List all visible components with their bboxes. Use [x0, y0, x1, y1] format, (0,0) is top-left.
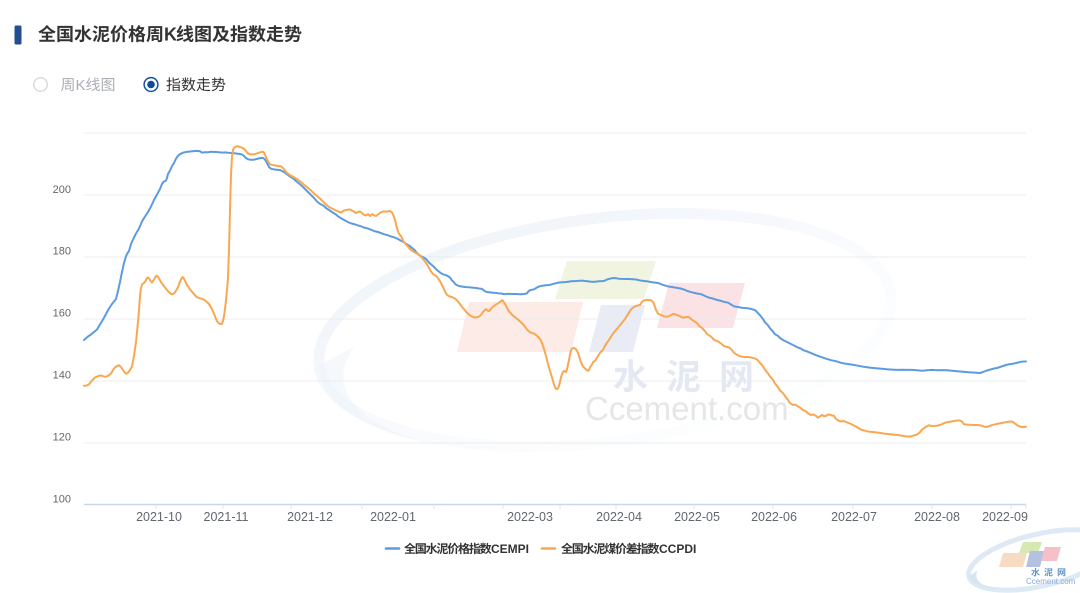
svg-text:2022-08: 2022-08	[914, 510, 960, 524]
svg-text:100: 100	[53, 494, 71, 506]
svg-text:2022-07: 2022-07	[831, 510, 877, 524]
svg-text:2022-09: 2022-09	[982, 510, 1028, 524]
svg-text:2021-12: 2021-12	[287, 510, 333, 524]
svg-text:200: 200	[53, 184, 71, 196]
svg-text:160: 160	[53, 308, 71, 320]
svg-text:2021-10: 2021-10	[136, 510, 182, 524]
svg-text:Ccement.com: Ccement.com	[1026, 577, 1076, 586]
svg-text:2022-03: 2022-03	[507, 510, 553, 524]
svg-text:CEMPI: CEMPI	[491, 542, 529, 556]
svg-text:Ccement.com: Ccement.com	[585, 390, 789, 427]
svg-text:2022-06: 2022-06	[751, 510, 797, 524]
svg-text:140: 140	[53, 370, 71, 382]
svg-text:K: K	[76, 77, 86, 94]
svg-text:120: 120	[53, 432, 71, 444]
svg-text:CCPDI: CCPDI	[659, 542, 696, 556]
svg-text:2022-05: 2022-05	[674, 510, 720, 524]
svg-text:2022-04: 2022-04	[596, 510, 642, 524]
svg-text:K: K	[164, 25, 177, 45]
svg-text:2022-01: 2022-01	[370, 510, 416, 524]
svg-text:2021-11: 2021-11	[204, 510, 249, 524]
svg-text:180: 180	[53, 246, 71, 258]
